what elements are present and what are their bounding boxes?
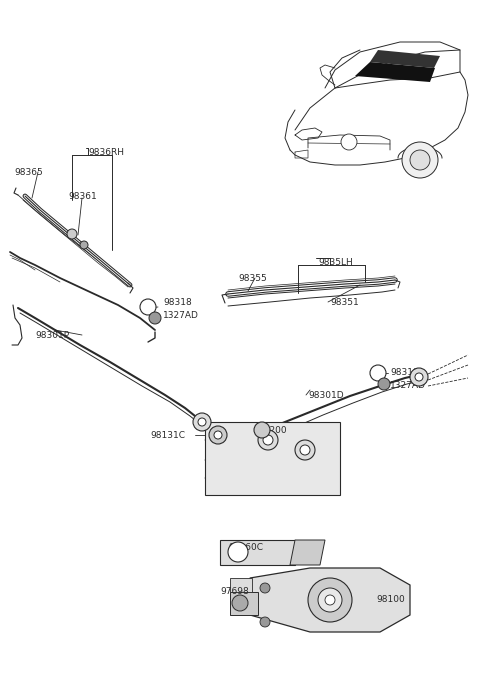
Circle shape [254,422,270,438]
Circle shape [214,431,222,439]
Circle shape [228,542,248,562]
Text: 98361: 98361 [68,191,97,200]
Circle shape [308,578,352,622]
Text: 98131C: 98131C [150,430,185,439]
Text: 97698: 97698 [220,587,249,596]
Text: 98351: 98351 [330,298,359,307]
Circle shape [263,435,273,445]
Circle shape [370,365,386,381]
Polygon shape [230,578,252,592]
Circle shape [341,134,357,150]
Text: 98365: 98365 [14,167,43,176]
Text: 98318: 98318 [390,368,419,377]
Circle shape [402,142,438,178]
Circle shape [193,413,211,431]
Circle shape [300,445,310,455]
Circle shape [410,150,430,170]
Text: 98355: 98355 [238,274,267,283]
Text: 1327AD: 1327AD [390,381,426,390]
Circle shape [260,583,270,593]
Polygon shape [205,422,340,495]
Circle shape [149,312,161,324]
Text: 9835LH: 9835LH [318,258,353,267]
Text: 1327AD: 1327AD [163,310,199,319]
Circle shape [260,617,270,627]
Polygon shape [250,568,410,632]
Text: 98318: 98318 [163,298,192,307]
Circle shape [67,229,77,239]
Polygon shape [355,62,435,82]
Text: 98301D: 98301D [308,390,344,399]
Circle shape [258,430,278,450]
Circle shape [415,373,423,381]
Circle shape [232,595,248,611]
Circle shape [295,440,315,460]
Polygon shape [290,540,325,565]
Circle shape [410,368,428,386]
Circle shape [80,241,88,249]
Circle shape [209,426,227,444]
Circle shape [325,595,335,605]
Text: 98160C: 98160C [228,544,263,553]
Polygon shape [370,50,440,68]
Text: 98200: 98200 [258,426,287,435]
Circle shape [318,588,342,612]
Polygon shape [230,592,258,615]
Circle shape [378,378,390,390]
Text: 98301P: 98301P [35,330,69,339]
Polygon shape [220,540,295,565]
Circle shape [198,418,206,426]
Circle shape [140,299,156,315]
Text: 98100: 98100 [376,596,405,605]
Text: 9836RH: 9836RH [88,147,124,156]
